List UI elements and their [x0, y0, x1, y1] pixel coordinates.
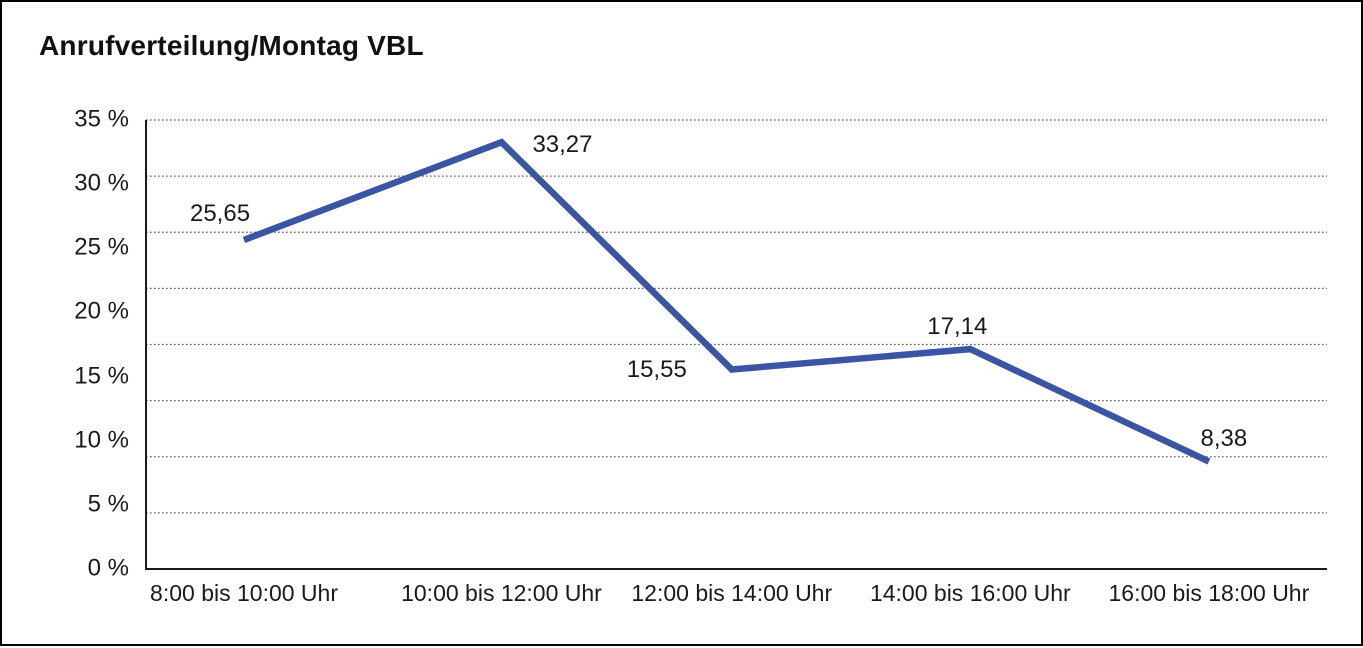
y-tick-label: 35 %: [74, 105, 129, 133]
chart-title: Anrufverteilung/Montag VBL: [39, 30, 424, 61]
data-point-label: 8,38: [1200, 425, 1248, 453]
y-tick-label: 30 %: [74, 169, 129, 197]
x-category-label: 14:00 bis 16:00 Uhr: [869, 580, 1071, 606]
x-category-label: 8:00 bis 10:00 Uhr: [150, 580, 338, 606]
y-tick-label: 10 %: [74, 426, 129, 454]
data-point-label: 17,14: [927, 313, 988, 341]
y-tick-label: 5 %: [87, 490, 129, 518]
data-point-label: 15,55: [626, 355, 687, 383]
y-tick-label: 25 %: [74, 233, 129, 261]
data-point-label: 33,27: [532, 131, 593, 159]
x-category-label: 10:00 bis 12:00 Uhr: [401, 580, 602, 606]
y-tick-label: 0 %: [87, 554, 129, 582]
y-tick-label: 15 %: [74, 362, 129, 390]
y-tick-label: 20 %: [74, 297, 129, 325]
x-category-label: 12:00 bis 14:00 Uhr: [631, 580, 833, 606]
data-series-line: [242, 138, 1211, 465]
data-point-label: 25,65: [189, 199, 251, 227]
x-category-label: 16:00 bis 18:00 Uhr: [1108, 580, 1310, 606]
